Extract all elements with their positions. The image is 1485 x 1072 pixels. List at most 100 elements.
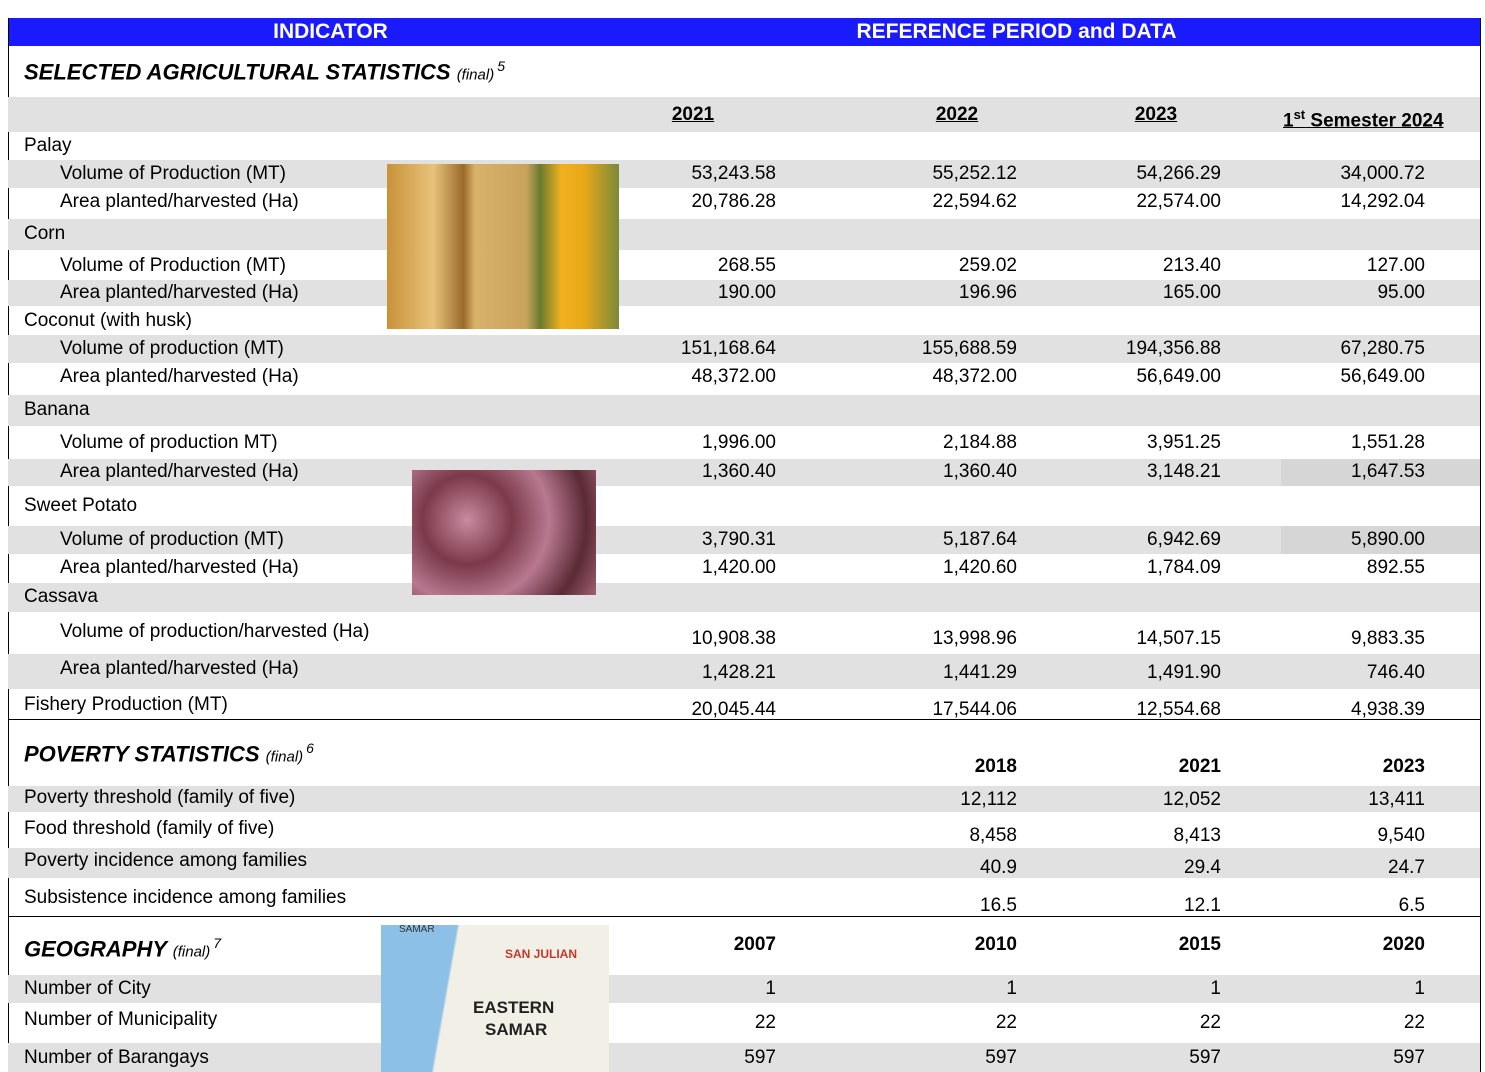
cell-value: 48,372.00	[857, 366, 1017, 388]
row-label: Poverty threshold (family of five)	[24, 787, 295, 809]
cell-value: 54,266.29	[1061, 163, 1221, 185]
section-note: 7	[213, 935, 221, 951]
row-label: Palay	[24, 135, 72, 157]
cell-value: 8,413	[1061, 825, 1221, 847]
cell-value: 1,360.40	[857, 461, 1017, 483]
cell-value: 56,649.00	[1061, 366, 1221, 388]
cell-value: 597	[857, 1047, 1017, 1069]
cell-value: 10,908.38	[616, 628, 776, 650]
cell-value: 22,574.00	[1061, 191, 1221, 213]
period-header: 2007	[626, 934, 776, 956]
cell-value: 127.00	[1265, 255, 1425, 277]
cell-value: 12.1	[1061, 895, 1221, 917]
row-label: Number of Barangays	[24, 1047, 209, 1069]
cell-value: 12,052	[1061, 789, 1221, 811]
cell-value: 14,507.15	[1061, 628, 1221, 650]
row-label: Subsistence incidence among families	[24, 887, 346, 909]
cell-value: 1,360.40	[616, 461, 776, 483]
cell-value: 40.9	[857, 857, 1017, 879]
section-title: SELECTED AGRICULTURAL STATISTICS (final)…	[24, 55, 505, 86]
cell-value: 95.00	[1265, 282, 1425, 304]
cell-value: 597	[1061, 1047, 1221, 1069]
cell-value: 6,942.69	[1061, 529, 1221, 551]
row-label: Area planted/harvested (Ha)	[60, 461, 299, 483]
cell-value: 196.96	[857, 282, 1017, 304]
page: INDICATOR REFERENCE PERIOD and DATA SAMA…	[0, 0, 1485, 1072]
map-label: EASTERN	[473, 997, 554, 1019]
period-header: 2023	[1096, 104, 1216, 126]
row-label: Area planted/harvested (Ha)	[60, 557, 299, 579]
cell-value: 1,420.60	[857, 557, 1017, 579]
section-qualifier: (final)	[266, 748, 304, 765]
map-image: SAMARSAN JULIANEASTERNSAMAR	[381, 925, 609, 1072]
period-header: 2022	[897, 104, 1017, 126]
cell-value: 9,883.35	[1265, 628, 1425, 650]
row-label: Area planted/harvested (Ha)	[60, 282, 299, 304]
section-title-text: SELECTED AGRICULTURAL STATISTICS	[24, 59, 451, 84]
cell-value: 5,187.64	[857, 529, 1017, 551]
row-label: Area planted/harvested (Ha)	[60, 191, 299, 213]
cell-value: 48,372.00	[616, 366, 776, 388]
row-label: Cassava	[24, 586, 98, 608]
cell-value: 12,112	[857, 789, 1017, 811]
cell-value: 194,356.88	[1061, 338, 1221, 360]
cell-value: 22	[1061, 1012, 1221, 1034]
cell-value: 12,554.68	[1061, 699, 1221, 721]
cell-value: 1,996.00	[616, 432, 776, 454]
header-indicator: INDICATOR	[8, 21, 653, 43]
cell-value: 892.55	[1265, 557, 1425, 579]
cell-value: 22,594.62	[857, 191, 1017, 213]
cell-value: 9,540	[1265, 825, 1425, 847]
cell-value: 56,649.00	[1265, 366, 1425, 388]
cell-value: 22	[1265, 1012, 1425, 1034]
row-label: Sweet Potato	[24, 495, 137, 517]
row-label: Fishery Production (MT)	[24, 694, 228, 716]
row-label: Volume of production (MT)	[60, 338, 284, 360]
map-label: SAMAR	[399, 925, 435, 941]
cell-value: 1	[1265, 978, 1425, 1000]
row-label: Number of Municipality	[24, 1009, 217, 1031]
cell-value: 22	[857, 1012, 1017, 1034]
cell-value: 3,790.31	[616, 529, 776, 551]
cell-value: 1,428.21	[616, 662, 776, 684]
period-header: 2021	[633, 104, 753, 126]
period-header: 2023	[1275, 756, 1425, 778]
section-note: 6	[306, 740, 314, 756]
cell-value: 268.55	[616, 255, 776, 277]
row-label: Volume of Production (MT)	[60, 255, 286, 277]
cell-value: 1,491.90	[1061, 662, 1221, 684]
cell-value: 597	[616, 1047, 776, 1069]
period-number: 1	[1283, 110, 1294, 131]
cell-value: 213.40	[1061, 255, 1221, 277]
cell-value: 34,000.72	[1265, 163, 1425, 185]
section-title: GEOGRAPHY (final)7	[24, 932, 221, 963]
cell-value: 55,252.12	[857, 163, 1017, 185]
cell-value: 259.02	[857, 255, 1017, 277]
cell-value: 165.00	[1061, 282, 1221, 304]
row-band	[8, 219, 1480, 250]
cell-value: 20,786.28	[616, 191, 776, 213]
section-qualifier: (final)	[457, 66, 495, 83]
row-label: Banana	[24, 399, 90, 421]
cell-value: 29.4	[1061, 857, 1221, 879]
cell-value: 17,544.06	[857, 699, 1017, 721]
cell-value: 155,688.59	[857, 338, 1017, 360]
row-label: Number of City	[24, 978, 151, 1000]
cell-value: 24.7	[1265, 857, 1425, 879]
header-reference: REFERENCE PERIOD and DATA	[653, 21, 1380, 43]
section-title-text: POVERTY STATISTICS	[24, 741, 260, 766]
cell-value: 190.00	[616, 282, 776, 304]
cell-value: 20,045.44	[616, 699, 776, 721]
row-label: Volume of production (MT)	[60, 529, 284, 551]
cell-value: 53,243.58	[616, 163, 776, 185]
cell-value: 5,890.00	[1265, 529, 1425, 551]
period-header: 2018	[867, 756, 1017, 778]
cell-value: 16.5	[857, 895, 1017, 917]
period-suffix: st	[1294, 107, 1306, 122]
sweet-potato-photo	[412, 470, 596, 595]
cell-value: 151,168.64	[616, 338, 776, 360]
period-header: 2015	[1071, 934, 1221, 956]
cell-value: 1	[857, 978, 1017, 1000]
divider	[8, 916, 1480, 917]
row-label: Corn	[24, 223, 65, 245]
